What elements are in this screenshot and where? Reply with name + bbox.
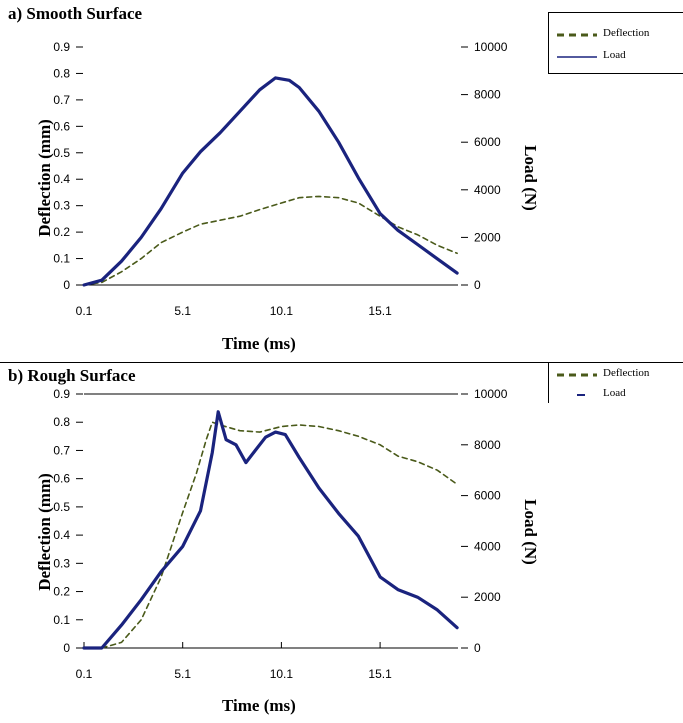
y2-tick-label: 8000	[474, 88, 501, 102]
y2-axis-title: Load (N)	[521, 499, 540, 565]
y-tick-label: 0.7	[53, 443, 70, 457]
y-tick-label: 0.9	[53, 387, 70, 401]
series-line-deflection	[83, 195, 458, 286]
y2-tick-label: 2000	[474, 590, 501, 604]
y-tick-label: 0.5	[53, 500, 70, 514]
x-tick-label: 10.1	[270, 304, 294, 318]
y-tick-label: 0	[63, 278, 70, 292]
x-tick-label: 10.1	[270, 667, 294, 681]
x-tick-label: 0.1	[76, 304, 93, 318]
y-tick-label: 0.3	[53, 199, 70, 213]
y-tick-label: 0	[63, 641, 70, 655]
x-tick-label: 5.1	[174, 304, 191, 318]
x-tick-label: 15.1	[368, 667, 392, 681]
y-tick-label: 0.2	[53, 225, 70, 239]
y-tick-label: 0.7	[53, 93, 70, 107]
x-tick-label: 0.1	[76, 667, 93, 681]
y-tick-label: 0.6	[53, 472, 70, 486]
y-axis-title: Deflection (mm)	[35, 119, 54, 237]
chart-panel-smooth: a) Smooth Surface 0 0.1 0.2 0.3 0.4 0.5 0.6 0.7…	[8, 4, 683, 353]
y2-tick-label: 0	[474, 641, 481, 655]
y2-tick-label: 2000	[474, 230, 501, 244]
y2-tick-label: 4000	[474, 183, 501, 197]
x-tick-label: 15.1	[368, 304, 392, 318]
x-axis-title: Time (ms)	[222, 696, 296, 715]
y2-tick-label: 4000	[474, 539, 501, 553]
chart-plot: 0 0.1 0.2 0.3 0.4 0.5 0.6 0.7 0.8 0.9 0 2000 4000 600…	[53, 387, 508, 681]
legend-label: Load	[603, 387, 626, 399]
chart-plot: 0 0.1 0.2 0.3 0.4 0.5 0.6 0.7 0.8 0.9 0 2000 4000 600…	[53, 40, 508, 318]
legend-label: Deflection	[603, 27, 650, 39]
legend: Deflection Load	[548, 12, 683, 74]
chart-panel-rough: b) Rough Surface 0 0.1 0.2 0.3 0.4 0.5 0.6 0.7 0…	[0, 362, 683, 723]
y-tick-label: 0.4	[53, 172, 70, 186]
y-tick-label: 0.9	[53, 40, 70, 54]
x-axis-title: Time (ms)	[222, 334, 296, 353]
y2-axis-title: Load (N)	[521, 145, 540, 211]
series-line-load	[82, 76, 459, 287]
legend: Deflection Load	[548, 363, 683, 403]
y2-tick-label: 10000	[474, 40, 508, 54]
legend-label: Load	[603, 49, 626, 61]
y2-tick-label: 6000	[474, 489, 501, 503]
series-line-load	[82, 410, 459, 650]
y-tick-label: 0.5	[53, 146, 70, 160]
chart-title: a) Smooth Surface	[8, 4, 143, 23]
panel-divider	[0, 362, 683, 363]
series-line-deflection	[83, 421, 458, 649]
y-tick-label: 0.8	[53, 415, 70, 429]
y-tick-label: 0.8	[53, 66, 70, 80]
chart-title: b) Rough Surface	[8, 366, 136, 385]
y-tick-label: 0.1	[53, 613, 70, 627]
legend-label: Deflection	[603, 367, 650, 379]
y2-tick-label: 8000	[474, 438, 501, 452]
y-tick-label: 0.6	[53, 119, 70, 133]
y2-tick-label: 6000	[474, 135, 501, 149]
y2-tick-label: 10000	[474, 387, 508, 401]
y-axis-title: Deflection (mm)	[35, 473, 54, 591]
y-tick-label: 0.1	[53, 252, 70, 266]
y-tick-label: 0.2	[53, 585, 70, 599]
x-tick-label: 5.1	[174, 667, 191, 681]
y-tick-label: 0.4	[53, 528, 70, 542]
y-tick-label: 0.3	[53, 556, 70, 570]
y2-tick-label: 0	[474, 278, 481, 292]
